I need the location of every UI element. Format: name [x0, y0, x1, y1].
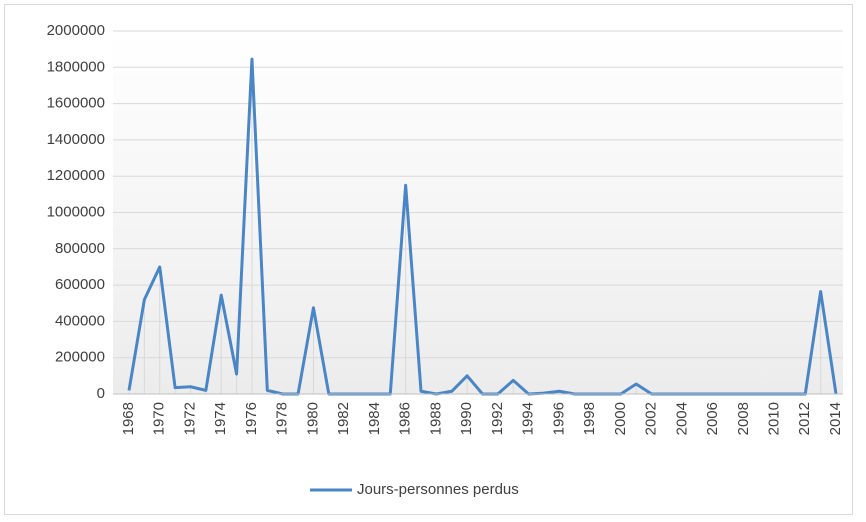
x-tick-label: 1980: [304, 402, 321, 435]
x-tick-label: 1968: [120, 402, 137, 435]
x-tick-label: 1970: [151, 402, 168, 435]
y-tick-label: 1800000: [47, 58, 105, 75]
y-tick-label: 800000: [55, 240, 105, 257]
y-tick-label: 1400000: [47, 131, 105, 148]
x-tick-label: 1994: [520, 402, 537, 435]
x-tick-label: 2006: [704, 402, 721, 435]
x-tick-label: 2004: [673, 402, 690, 435]
x-tick-label: 2000: [612, 402, 629, 435]
x-tick-label: 1986: [397, 402, 414, 435]
y-tick-label: 1600000: [47, 95, 105, 112]
x-tick-label: 2012: [796, 402, 813, 435]
y-tick-label: 0: [97, 385, 105, 402]
y-tick-label: 2000000: [47, 22, 105, 39]
x-tick-label: 1988: [427, 402, 444, 435]
x-tick-label: 1976: [243, 402, 260, 435]
x-tick-label: 2014: [827, 402, 844, 435]
x-tick-label: 1998: [581, 402, 598, 435]
x-tick-label: 2010: [765, 402, 782, 435]
y-tick-label: 600000: [55, 276, 105, 293]
x-tick-label: 1978: [274, 402, 291, 435]
x-tick-label: 1992: [489, 402, 506, 435]
x-tick-label: 1990: [458, 402, 475, 435]
x-tick-label: 1996: [550, 402, 567, 435]
x-tick-label: 1984: [366, 402, 383, 435]
y-tick-label: 1000000: [47, 203, 105, 220]
x-tick-label: 2002: [643, 402, 660, 435]
x-tick-label: 1974: [212, 402, 229, 435]
x-tick-label: 2008: [735, 402, 752, 435]
legend-label: Jours-personnes perdus: [357, 481, 519, 498]
y-tick-label: 1200000: [47, 167, 105, 184]
x-tick-label: 1972: [181, 402, 198, 435]
y-tick-label: 400000: [55, 312, 105, 329]
y-tick-label: 200000: [55, 349, 105, 366]
x-tick-label: 1982: [335, 402, 352, 435]
